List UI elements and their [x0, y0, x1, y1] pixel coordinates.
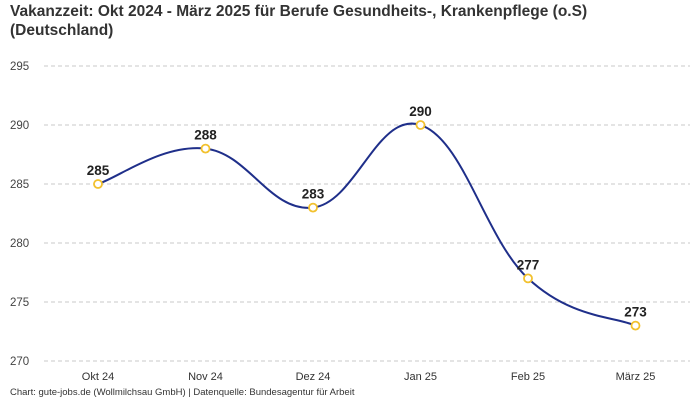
data-point	[308, 202, 318, 213]
x-tick-label: März 25	[616, 371, 656, 383]
data-markers	[93, 120, 641, 331]
y-tick-label: 275	[10, 297, 29, 309]
data-point	[523, 273, 533, 284]
y-tick-label: 280	[10, 238, 29, 250]
series-line	[97, 122, 636, 327]
grid-lines	[44, 65, 690, 362]
x-tick-label: Feb 25	[511, 371, 545, 383]
y-tick-label: 270	[10, 356, 29, 368]
data-point	[415, 120, 426, 130]
x-tick-label: Okt 24	[82, 371, 114, 383]
x-axis-ticks: Okt 24 Nov 24 Dez 24 Jan 25 Feb 25 März 25	[82, 371, 656, 383]
x-tick-label: Nov 24	[188, 371, 223, 383]
data-label: 273	[624, 305, 647, 320]
x-tick-label: Dez 24	[296, 371, 331, 383]
data-label: 288	[194, 128, 217, 143]
data-point	[93, 179, 103, 189]
y-axis-ticks: 270 275 280 285 290 295	[10, 61, 29, 368]
y-tick-label: 290	[10, 120, 29, 132]
chart-title: Vakanzzeit: Okt 2024 - März 2025 für Ber…	[10, 3, 588, 39]
y-tick-label: 285	[10, 179, 29, 191]
chart-source-footer: Chart: gute-jobs.de (Wollmilchsau GmbH) …	[10, 387, 355, 398]
x-tick-label: Jan 25	[404, 371, 437, 383]
data-label: 277	[517, 257, 540, 272]
data-point	[630, 320, 641, 331]
data-point	[200, 143, 211, 154]
data-labels: 285 288 283 290 277 273	[87, 104, 648, 320]
data-label: 283	[302, 187, 325, 202]
y-tick-label: 295	[10, 61, 29, 73]
data-label: 285	[87, 163, 110, 178]
data-label: 290	[409, 104, 432, 119]
